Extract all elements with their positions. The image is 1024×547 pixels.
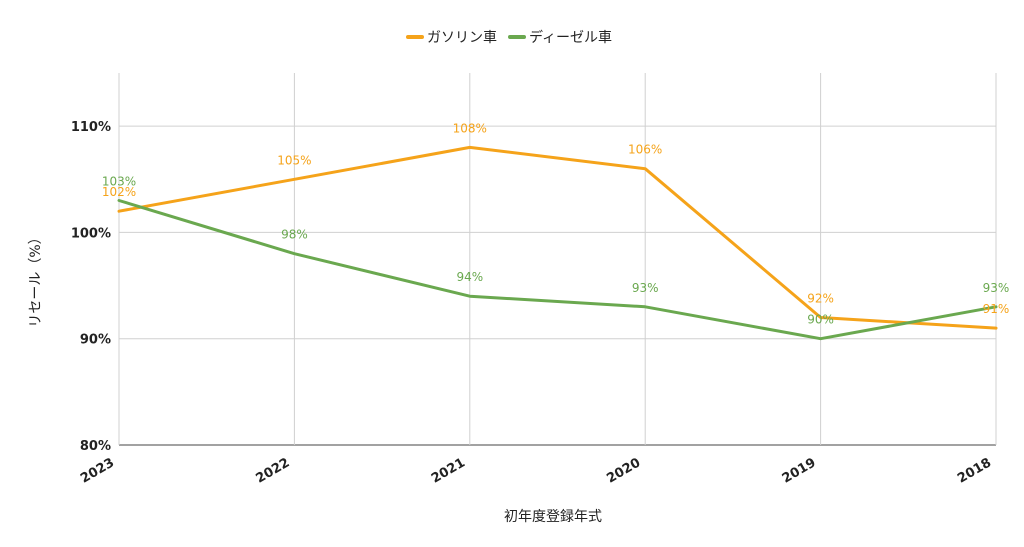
series-line-diesel [117,199,998,341]
data-label: 105% [277,153,311,167]
series [117,145,998,341]
x-tick-label: 2020 [604,455,643,486]
y-axis-ticks: 80% 90% 100% 110% [71,120,111,454]
data-label: 93% [983,281,1010,295]
x-tick-label: 2019 [780,455,819,486]
x-tick-label: 2022 [254,455,293,486]
y-tick-label: 100% [71,226,111,241]
legend-item-gasoline: ガソリン車 [406,29,497,46]
data-label: 94% [456,270,483,284]
data-label: 98% [281,228,308,242]
x-axis-ticks: 2023 2022 2021 2020 2019 2018 [78,455,994,486]
data-label: 103% [102,175,136,189]
legend-label-gasoline: ガソリン車 [427,29,497,46]
legend-item-diesel: ディーゼル車 [508,29,612,46]
x-axis-title: 初年度登録年式 [504,508,602,525]
y-tick-label: 90% [80,333,111,348]
x-tick-label: 2018 [955,455,994,486]
y-tick-label: 110% [71,120,111,135]
data-label: 90% [807,313,834,327]
series-line-gasoline [117,145,998,330]
data-labels: 102% 105% 108% 106% 92% 91% 103% 98% 94% 93% 90% 93… [102,121,1009,326]
data-label: 93% [632,281,659,295]
y-tick-label: 80% [80,439,111,454]
legend-label-diesel: ディーゼル車 [529,29,612,46]
y-axis-title: リセール（%） [28,230,44,327]
x-tick-label: 2023 [78,455,117,486]
data-label: 106% [628,143,662,157]
x-tick-label: 2021 [429,455,468,486]
data-label: 108% [453,121,487,135]
data-label: 91% [983,302,1010,316]
data-label: 102% [102,185,136,199]
data-label: 92% [807,291,834,305]
grid [118,73,997,446]
legend: ガソリン車 ディーゼル車 [406,29,612,46]
